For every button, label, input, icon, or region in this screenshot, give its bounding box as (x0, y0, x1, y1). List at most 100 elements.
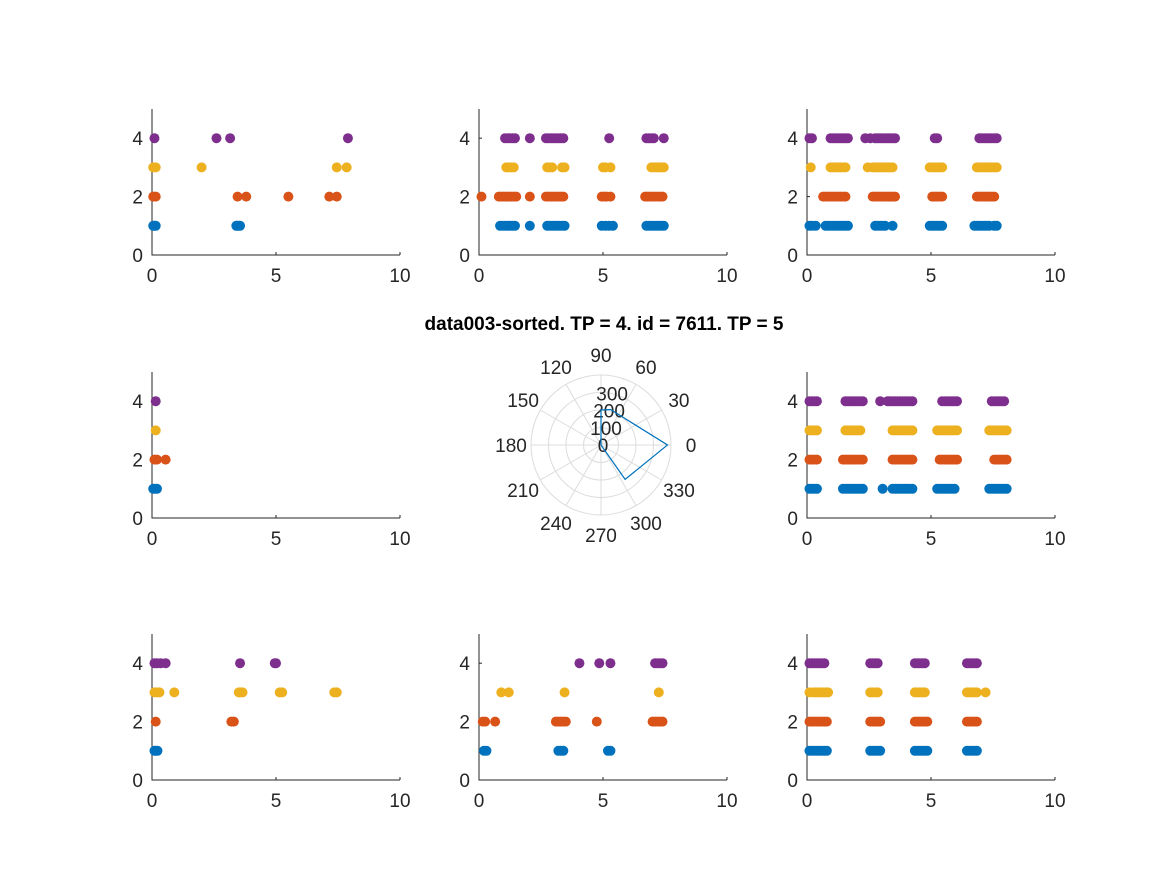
data-point (952, 425, 963, 436)
y-tick-label: 2 (787, 188, 798, 209)
y-tick-label: 0 (787, 771, 798, 792)
data-point (169, 687, 180, 698)
polar-spoke (565, 444, 602, 506)
theta-tick-label: 60 (635, 358, 656, 379)
series-4 (500, 133, 669, 144)
series-2 (150, 716, 239, 727)
x-tick-label: 5 (926, 266, 937, 287)
theta-tick-label: 330 (663, 481, 695, 502)
data-point (1001, 483, 1012, 494)
data-point (658, 133, 669, 144)
data-point (937, 191, 948, 202)
data-point (872, 658, 883, 669)
data-point (821, 716, 832, 727)
axes-line (151, 634, 400, 781)
axes-line (806, 634, 1055, 781)
polar-spoke (565, 384, 602, 446)
data-point (857, 396, 868, 407)
data-point (324, 191, 335, 202)
data-point (160, 454, 171, 465)
series-3 (501, 162, 669, 173)
series-1 (149, 745, 163, 756)
series-1 (804, 745, 982, 756)
data-point (496, 687, 507, 698)
data-point (150, 220, 161, 231)
series-2 (818, 191, 1000, 202)
data-point (480, 716, 491, 727)
y-tick-label: 2 (132, 451, 143, 472)
data-point (509, 220, 520, 231)
data-point (235, 658, 246, 669)
data-point (811, 396, 822, 407)
data-point (855, 425, 866, 436)
data-point (150, 191, 161, 202)
axes-line (806, 109, 1055, 256)
data-point (819, 658, 830, 669)
data-point (971, 745, 982, 756)
axes-line (478, 109, 727, 256)
scatter-panel-top-left: 0 5 10 0 2 4 (132, 109, 411, 287)
series-2 (804, 716, 982, 727)
data-point (811, 483, 822, 494)
x-tick-label: 10 (1044, 791, 1065, 812)
x-tick-label: 10 (389, 791, 410, 812)
data-point (653, 687, 664, 698)
data-point (508, 162, 519, 173)
data-point (341, 162, 352, 173)
data-point (949, 483, 960, 494)
series-2 (476, 191, 668, 202)
data-point (211, 133, 222, 144)
data-point (922, 716, 933, 727)
data-point (559, 220, 570, 231)
series-3 (150, 425, 161, 436)
series-2 (149, 454, 171, 465)
data-point (511, 191, 522, 202)
series-1 (478, 745, 616, 756)
data-point (196, 162, 207, 173)
x-tick-label: 10 (389, 266, 410, 287)
data-point (887, 162, 898, 173)
data-point (547, 162, 558, 173)
data-point (605, 191, 616, 202)
series-3 (804, 687, 991, 698)
scatter-panel-middle-right: 0 5 10 0 2 4 (787, 372, 1066, 550)
polar-spoke (600, 444, 637, 506)
y-tick-label: 0 (459, 771, 470, 792)
x-tick-label: 5 (271, 266, 282, 287)
data-point (991, 162, 1002, 173)
polar-panel: 0306090120150180210240270300330010020030… (495, 346, 696, 547)
series-4 (574, 658, 668, 669)
x-tick-label: 5 (271, 529, 282, 550)
theta-tick-label: 240 (540, 514, 572, 535)
data-point (890, 133, 901, 144)
y-tick-label: 2 (459, 188, 470, 209)
x-tick-label: 0 (802, 266, 813, 287)
x-tick-label: 5 (926, 791, 937, 812)
x-tick-label: 5 (598, 791, 609, 812)
data-point (558, 133, 569, 144)
data-point (1001, 454, 1012, 465)
series-1 (148, 483, 162, 494)
data-point (658, 220, 669, 231)
data-point (880, 220, 891, 231)
data-point (283, 191, 294, 202)
theta-tick-label: 210 (507, 481, 539, 502)
data-point (999, 396, 1010, 407)
series-1 (495, 220, 669, 231)
polar-series-line (600, 408, 669, 481)
r-tick-label: 0 (598, 436, 609, 457)
y-tick-label: 0 (132, 246, 143, 267)
x-tick-label: 10 (389, 529, 410, 550)
data-point (160, 658, 171, 669)
data-point (657, 191, 668, 202)
y-tick-label: 0 (132, 509, 143, 530)
data-point (331, 687, 342, 698)
data-point (937, 162, 948, 173)
data-point (559, 162, 570, 173)
axes-line (151, 109, 400, 256)
data-point (558, 191, 569, 202)
data-point (605, 745, 616, 756)
data-point (823, 687, 834, 698)
data-point (235, 220, 246, 231)
data-point (574, 658, 585, 669)
